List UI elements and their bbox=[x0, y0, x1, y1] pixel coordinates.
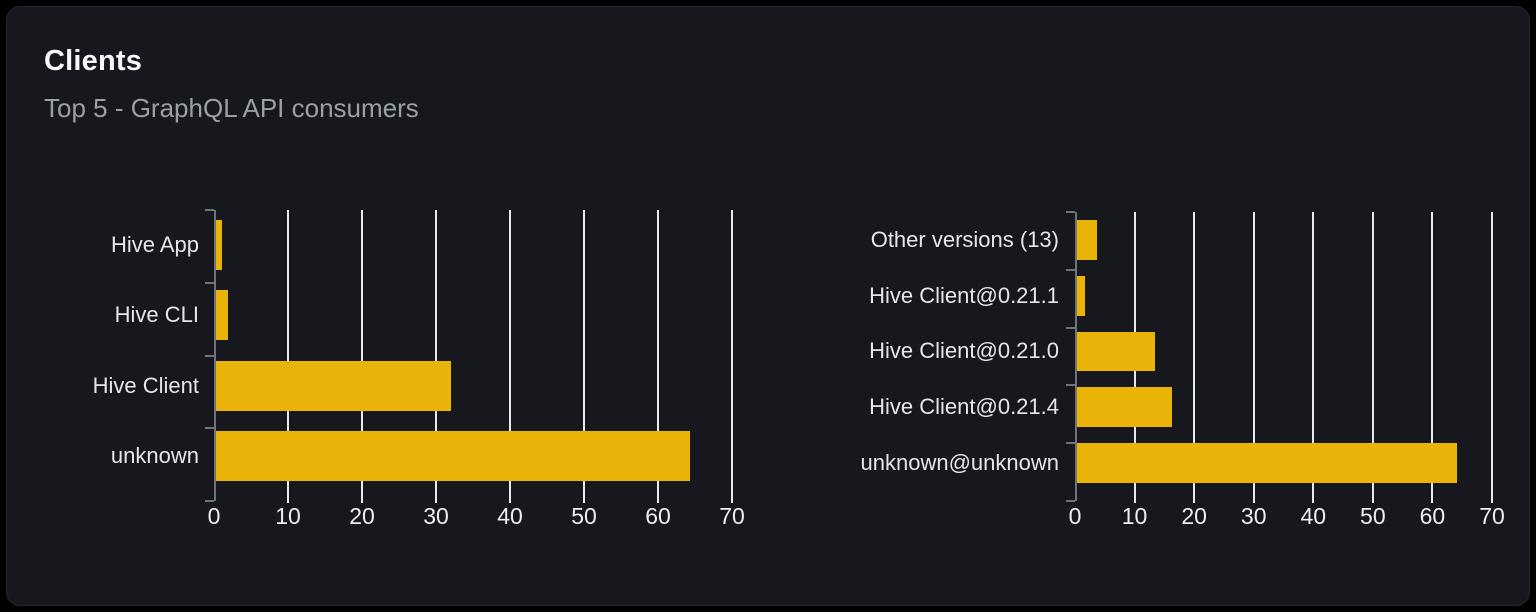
category-label: Hive App bbox=[110, 232, 199, 258]
gridline bbox=[1491, 212, 1493, 503]
card-subtitle: Top 5 - GraphQL API consumers bbox=[44, 93, 419, 123]
plot-area: 0 10 20 30 40 50 60 70 bbox=[205, 209, 745, 529]
clients-by-version-chart: Other versions (13) Hive Client@0.21.1 Hiv… bbox=[841, 211, 1507, 529]
y-axis-tick bbox=[205, 500, 214, 502]
bar-band bbox=[1075, 379, 1492, 435]
y-axis-line bbox=[205, 209, 216, 502]
x-tick-label: 40 bbox=[1300, 503, 1327, 529]
x-tick-label: 60 bbox=[645, 503, 671, 529]
bar-band bbox=[214, 421, 732, 491]
y-axis-tick bbox=[1066, 211, 1075, 213]
bar[interactable] bbox=[1075, 387, 1173, 428]
y-axis-tick bbox=[1066, 268, 1075, 271]
gridline bbox=[361, 210, 363, 503]
x-tick-label: 70 bbox=[719, 503, 745, 529]
y-axis-tick bbox=[1066, 384, 1075, 387]
bar[interactable] bbox=[214, 360, 451, 411]
x-tick-label: 30 bbox=[1240, 503, 1267, 529]
x-tick-label: 10 bbox=[1121, 503, 1148, 529]
x-axis-tick-labels: 0 10 20 30 40 50 60 70 bbox=[208, 210, 745, 529]
x-tick-label: 0 bbox=[1068, 503, 1082, 529]
bar[interactable] bbox=[1075, 331, 1156, 372]
bar-band bbox=[214, 210, 732, 280]
category-label: Hive Client bbox=[92, 372, 199, 398]
bar[interactable] bbox=[1075, 220, 1098, 260]
bars bbox=[1075, 212, 1492, 491]
clients-card: Clients Top 5 - GraphQL API consumers Hi… bbox=[6, 6, 1530, 606]
y-axis-tick bbox=[205, 209, 214, 211]
category-label: Hive Client@0.21.4 bbox=[869, 394, 1059, 420]
bar-band bbox=[214, 351, 732, 421]
card-title: Clients bbox=[44, 45, 143, 77]
gridline bbox=[1312, 212, 1315, 503]
gridline bbox=[1252, 212, 1255, 503]
y-axis-tick bbox=[205, 427, 214, 430]
gridline bbox=[509, 210, 511, 503]
plot-area: 0 10 20 30 40 50 60 70 bbox=[1066, 211, 1505, 529]
x-tick-label: 10 bbox=[275, 503, 301, 529]
x-tick-label: 40 bbox=[497, 503, 523, 529]
category-label: Hive CLI bbox=[114, 302, 199, 328]
bar-band bbox=[214, 280, 732, 350]
bar[interactable] bbox=[1075, 275, 1086, 316]
y-axis-tick bbox=[205, 354, 214, 357]
x-tick-label: 20 bbox=[1181, 503, 1207, 529]
x-tick-label: 0 bbox=[207, 503, 221, 529]
category-label: Hive Client@0.21.0 bbox=[869, 338, 1059, 364]
category-label: unknown bbox=[110, 442, 199, 468]
bar[interactable] bbox=[214, 430, 690, 481]
bar[interactable] bbox=[214, 290, 229, 341]
gridline bbox=[583, 210, 585, 503]
category-label: Other versions (13) bbox=[870, 226, 1059, 252]
gridlines bbox=[214, 210, 733, 503]
y-axis-tick bbox=[1066, 326, 1075, 329]
bar[interactable] bbox=[214, 220, 223, 271]
category-label: Hive Client@0.21.1 bbox=[869, 282, 1059, 308]
gridline bbox=[1431, 212, 1434, 503]
x-axis-tick-labels: 0 10 20 30 40 50 60 70 bbox=[1069, 212, 1505, 529]
bar-band bbox=[1075, 435, 1492, 491]
category-label: unknown@unknown bbox=[860, 450, 1059, 476]
gridline bbox=[731, 210, 733, 503]
gridline bbox=[287, 210, 289, 503]
x-tick-label: 30 bbox=[423, 503, 449, 529]
y-axis-tick bbox=[1066, 500, 1075, 502]
bar-band bbox=[1075, 324, 1492, 380]
x-tick-label: 50 bbox=[571, 503, 597, 529]
bar[interactable] bbox=[1075, 443, 1457, 483]
bars bbox=[214, 210, 732, 491]
category-labels: Other versions (13) Hive Client@0.21.1 Hiv… bbox=[841, 212, 1059, 491]
gridline bbox=[435, 210, 437, 503]
y-axis-tick bbox=[1066, 442, 1075, 445]
bar-band bbox=[1075, 268, 1492, 324]
x-tick-label: 60 bbox=[1419, 503, 1446, 529]
x-tick-label: 50 bbox=[1360, 503, 1386, 529]
bar-band bbox=[1075, 212, 1492, 268]
clients-by-name-chart: Hive App Hive CLI Hive Client unknown 0 10 20… bbox=[7, 209, 767, 529]
gridline bbox=[1193, 212, 1196, 503]
gridline bbox=[657, 210, 659, 503]
category-labels: Hive App Hive CLI Hive Client unknown bbox=[7, 210, 199, 491]
y-axis-tick bbox=[205, 281, 214, 284]
x-tick-label: 70 bbox=[1479, 503, 1505, 529]
x-tick-label: 20 bbox=[349, 503, 375, 529]
gridline bbox=[1371, 212, 1374, 503]
y-axis-line bbox=[1066, 211, 1077, 502]
